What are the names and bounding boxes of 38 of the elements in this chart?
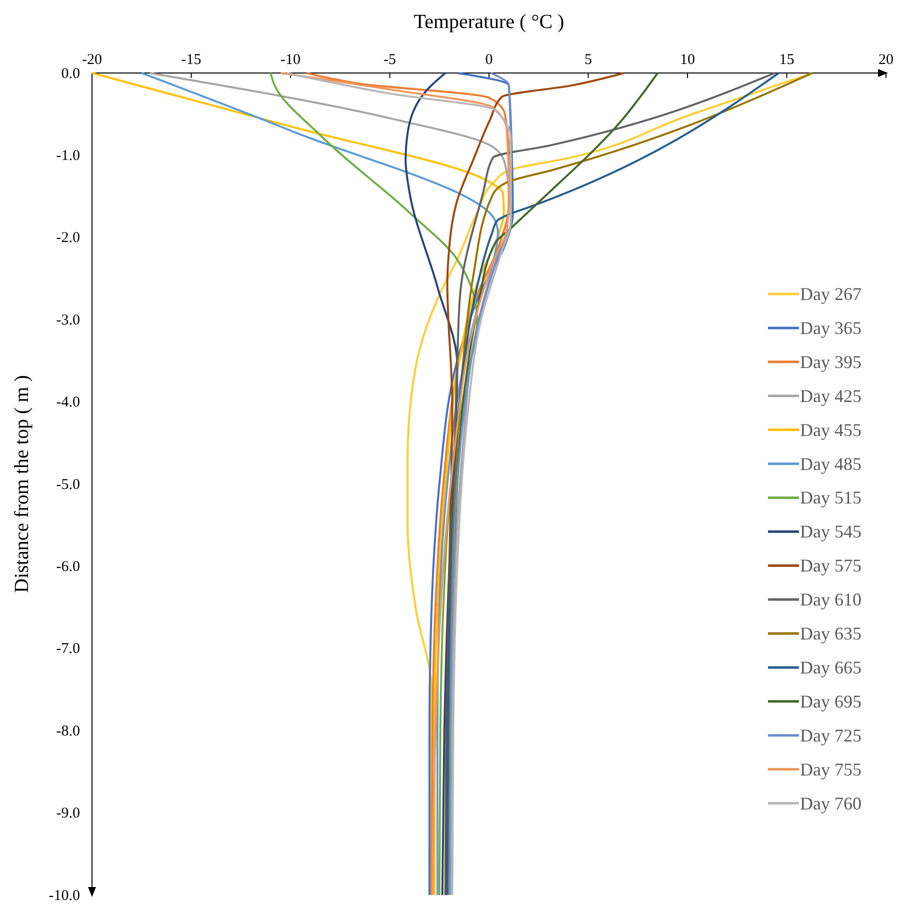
legend-label: Day 485 xyxy=(800,454,862,474)
legend-label: Day 665 xyxy=(800,657,862,678)
x-tick-label: 10 xyxy=(680,52,695,68)
y-tick-label: -9.0 xyxy=(56,806,80,822)
x-tick-label: -15 xyxy=(181,52,202,68)
x-tick-label: -5 xyxy=(384,52,396,68)
legend-label: Day 575 xyxy=(800,556,862,576)
legend-label: Day 455 xyxy=(800,420,862,440)
x-axis-title: Temperature ( °C ) xyxy=(414,11,564,33)
x-tick-label: 20 xyxy=(878,52,894,68)
legend-label: Day 365 xyxy=(800,318,862,338)
legend-label: Day 760 xyxy=(800,793,862,814)
y-tick-label: 0.0 xyxy=(61,66,80,82)
legend-label: Day 610 xyxy=(800,590,862,610)
y-tick-label: -3.0 xyxy=(56,312,80,328)
y-tick-label: -4.0 xyxy=(56,394,80,411)
legend-label: Day 635 xyxy=(800,624,862,644)
legend-label: Day 267 xyxy=(800,284,862,304)
legend-label: Day 395 xyxy=(800,352,862,372)
y-tick-label: -10.0 xyxy=(48,888,80,904)
legend-label: Day 425 xyxy=(800,386,862,406)
y-axis-title: Distance from the top ( m ) xyxy=(11,375,33,593)
legend-label: Day 755 xyxy=(800,759,862,780)
legend-label: Day 725 xyxy=(800,725,862,746)
legend-label: Day 695 xyxy=(800,691,862,712)
x-tick-label: -20 xyxy=(82,52,102,68)
y-tick-label: -5.0 xyxy=(56,476,80,493)
y-tick-label: -1.0 xyxy=(56,148,80,164)
y-tick-label: -6.0 xyxy=(56,559,80,575)
legend-label: Day 545 xyxy=(800,522,862,542)
y-tick-label: -2.0 xyxy=(56,230,80,246)
x-tick-label: 15 xyxy=(779,52,794,68)
legend-label: Day 515 xyxy=(800,488,862,508)
y-tick-label: -7.0 xyxy=(56,641,80,658)
x-tick-label: -10 xyxy=(280,52,300,68)
x-tick-label: 0 xyxy=(485,52,493,68)
y-tick-label: -8.0 xyxy=(56,723,80,740)
x-tick-label: 5 xyxy=(584,52,592,68)
